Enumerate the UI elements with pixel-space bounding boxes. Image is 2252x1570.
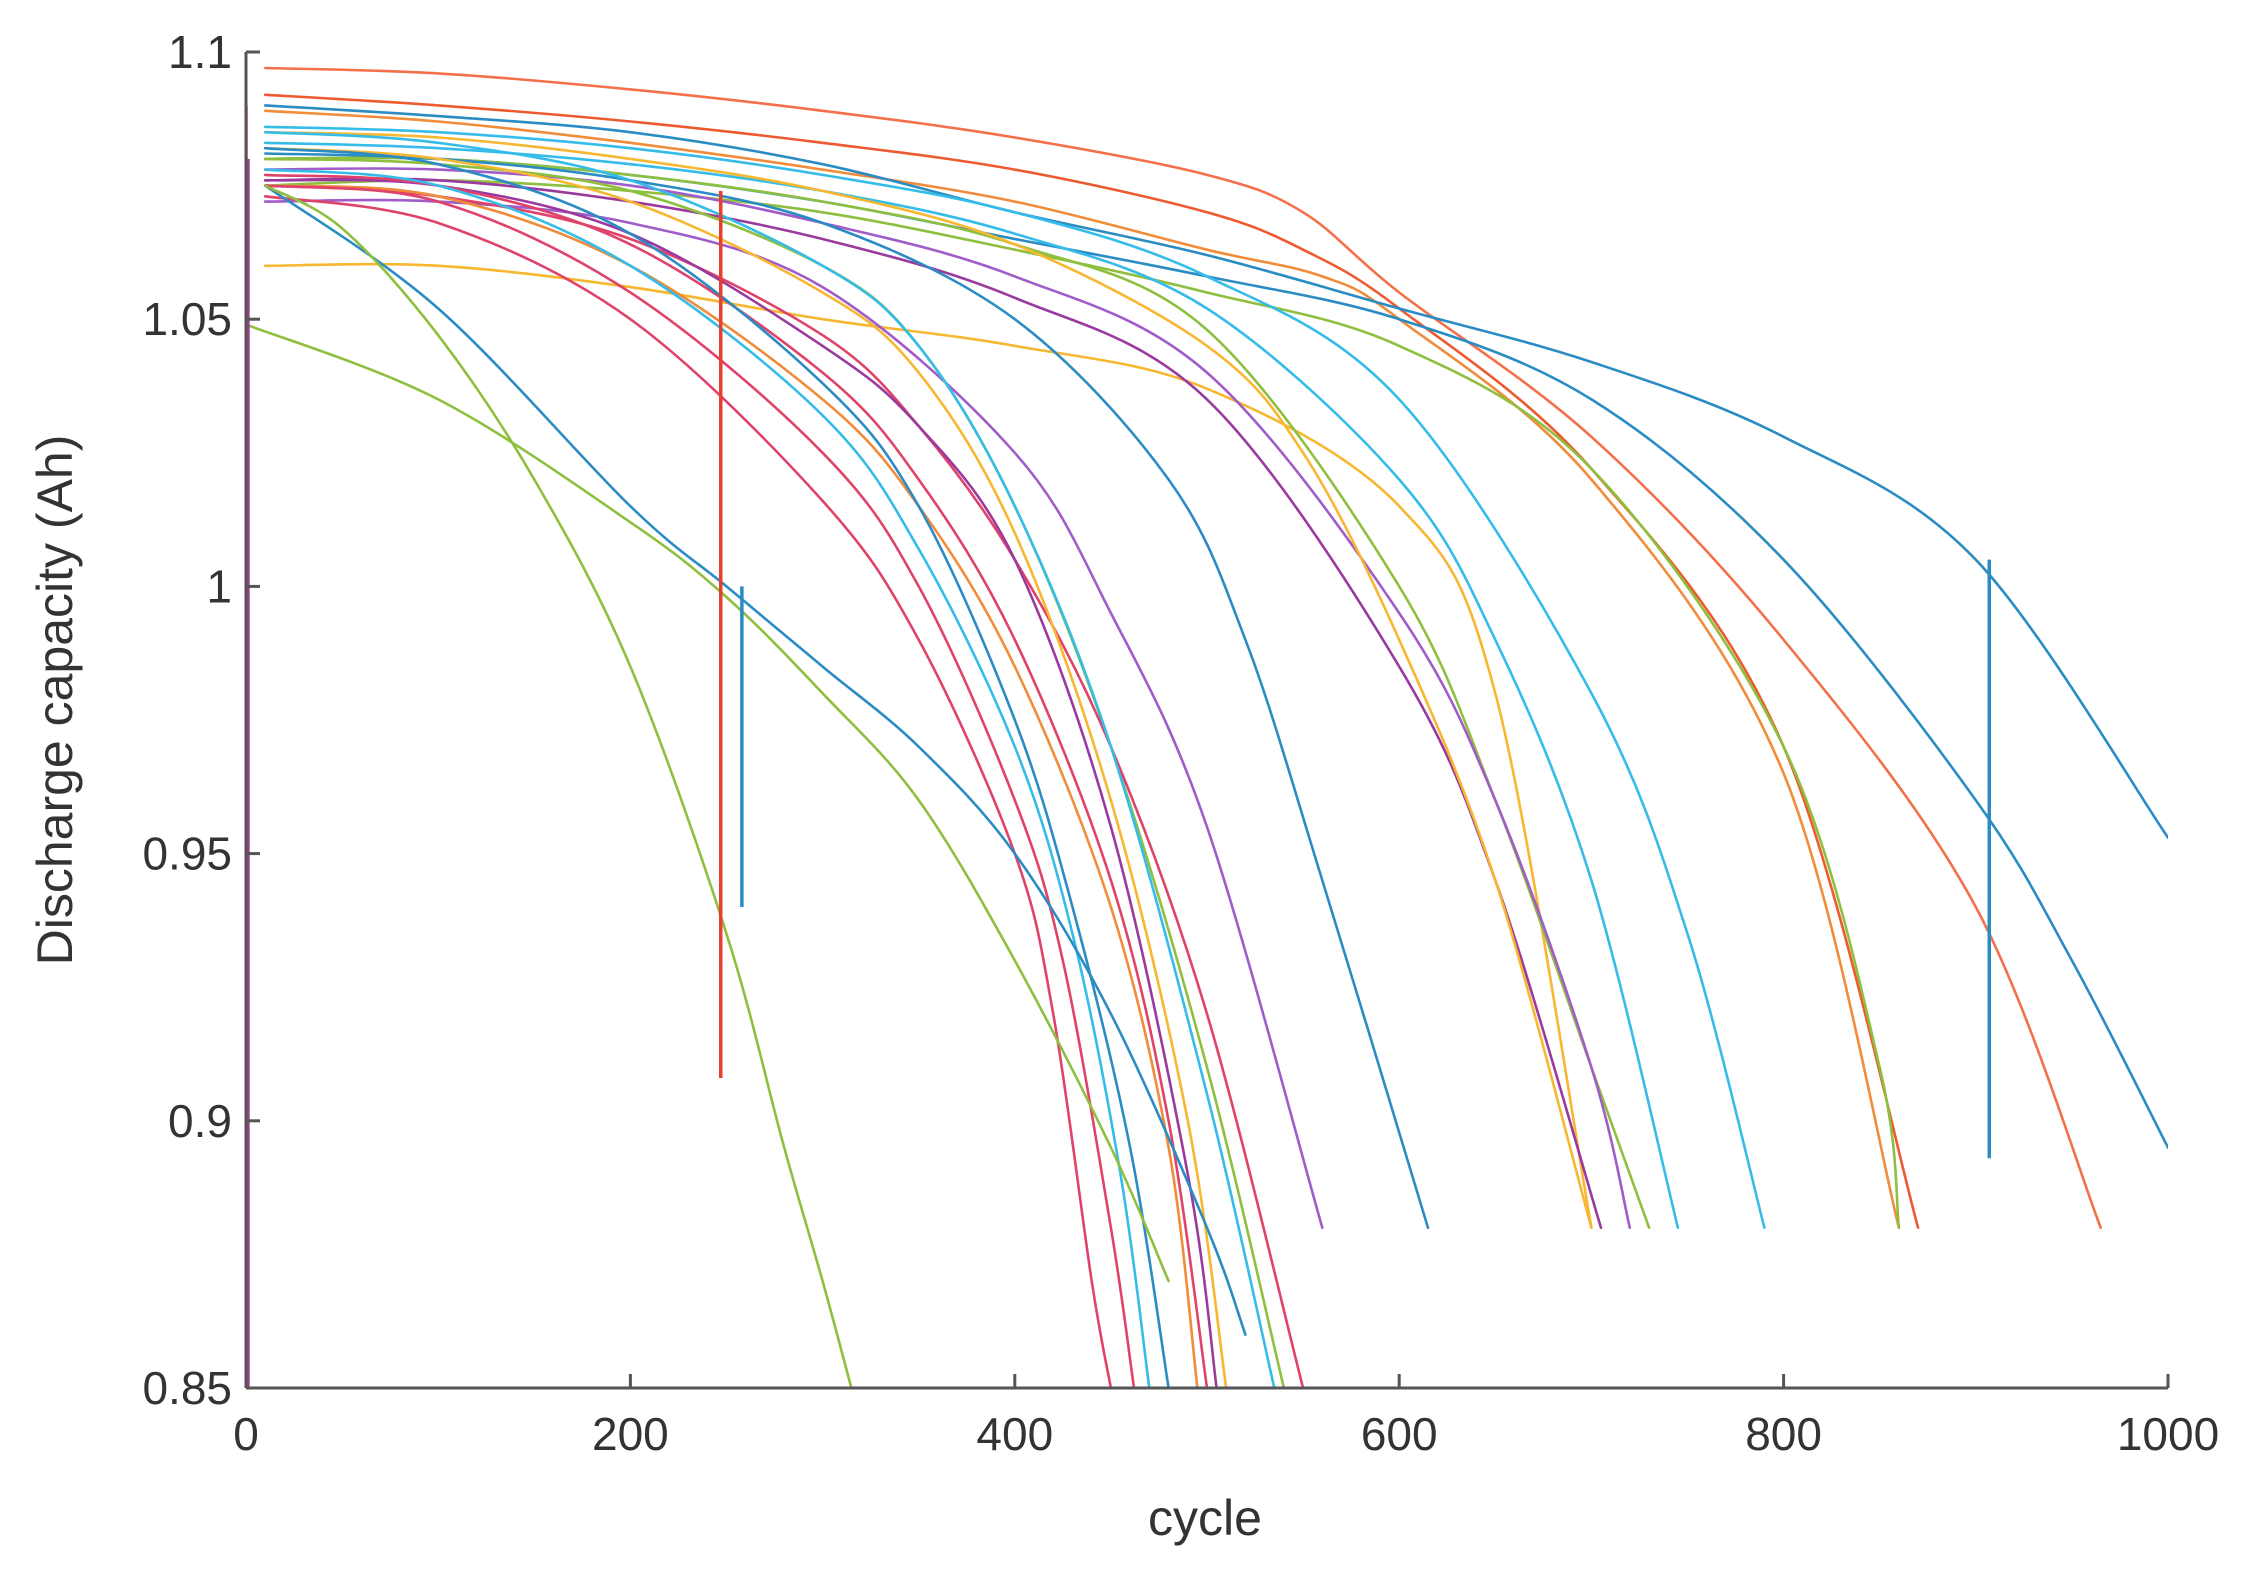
x-axis-title: cycle	[1148, 1490, 1262, 1546]
series-line-3	[263, 109, 1901, 1229]
series-layer	[246, 66, 2168, 1388]
series-line-9	[263, 262, 1593, 1229]
series-line-4	[263, 104, 2168, 839]
series-line-25	[263, 184, 1136, 1388]
x-tick-label: 400	[976, 1408, 1053, 1460]
y-tick-label: 1	[206, 560, 232, 612]
y-tick-label: 1.05	[142, 293, 232, 345]
y-tick-label: 0.95	[142, 828, 232, 880]
series-line-8	[263, 141, 1680, 1229]
x-tick-label: 800	[1745, 1408, 1822, 1460]
series-line-6	[263, 178, 1901, 1229]
series-line-28	[246, 323, 1170, 1283]
series-line-26	[263, 195, 1113, 1388]
y-tick-label: 0.85	[142, 1362, 232, 1414]
series-line-12	[263, 177, 1603, 1229]
y-tick-label: 1.1	[168, 26, 232, 78]
series-line-24	[263, 168, 1151, 1388]
series-line-14	[263, 152, 1430, 1229]
x-tick-label: 200	[592, 1408, 669, 1460]
series-line-18	[263, 130, 1276, 1388]
series-line-20	[263, 178, 1218, 1388]
y-tick-label: 0.9	[168, 1095, 232, 1147]
series-line-23	[263, 146, 1170, 1388]
series-line-7	[263, 125, 1766, 1229]
series-line-15	[263, 198, 1324, 1229]
series-line-27	[263, 184, 1247, 1336]
ticks-layer: 0 200 400 600 800 1000 0.85 0.9 0.95 1 1.05 1.1	[142, 26, 2219, 1460]
series-line-13	[263, 130, 1593, 1229]
series-line-21	[263, 173, 1209, 1388]
axes-layer	[244, 52, 2168, 1390]
series-line-2	[263, 93, 1920, 1229]
series-line-1	[263, 66, 2102, 1229]
series-line-16	[263, 157, 1286, 1388]
x-tick-label: 1000	[2117, 1408, 2219, 1460]
series-line-5	[263, 156, 2168, 1149]
series-line-29	[263, 184, 853, 1388]
x-tick-label: 600	[1361, 1408, 1438, 1460]
series-line-17	[263, 184, 1305, 1388]
series-line-22	[263, 184, 1199, 1388]
series-line-19	[263, 146, 1228, 1388]
x-tick-label: 0	[233, 1408, 259, 1460]
y-axis-title: Discharge capacity (Ah)	[27, 435, 83, 966]
series-line-10	[263, 156, 1651, 1229]
